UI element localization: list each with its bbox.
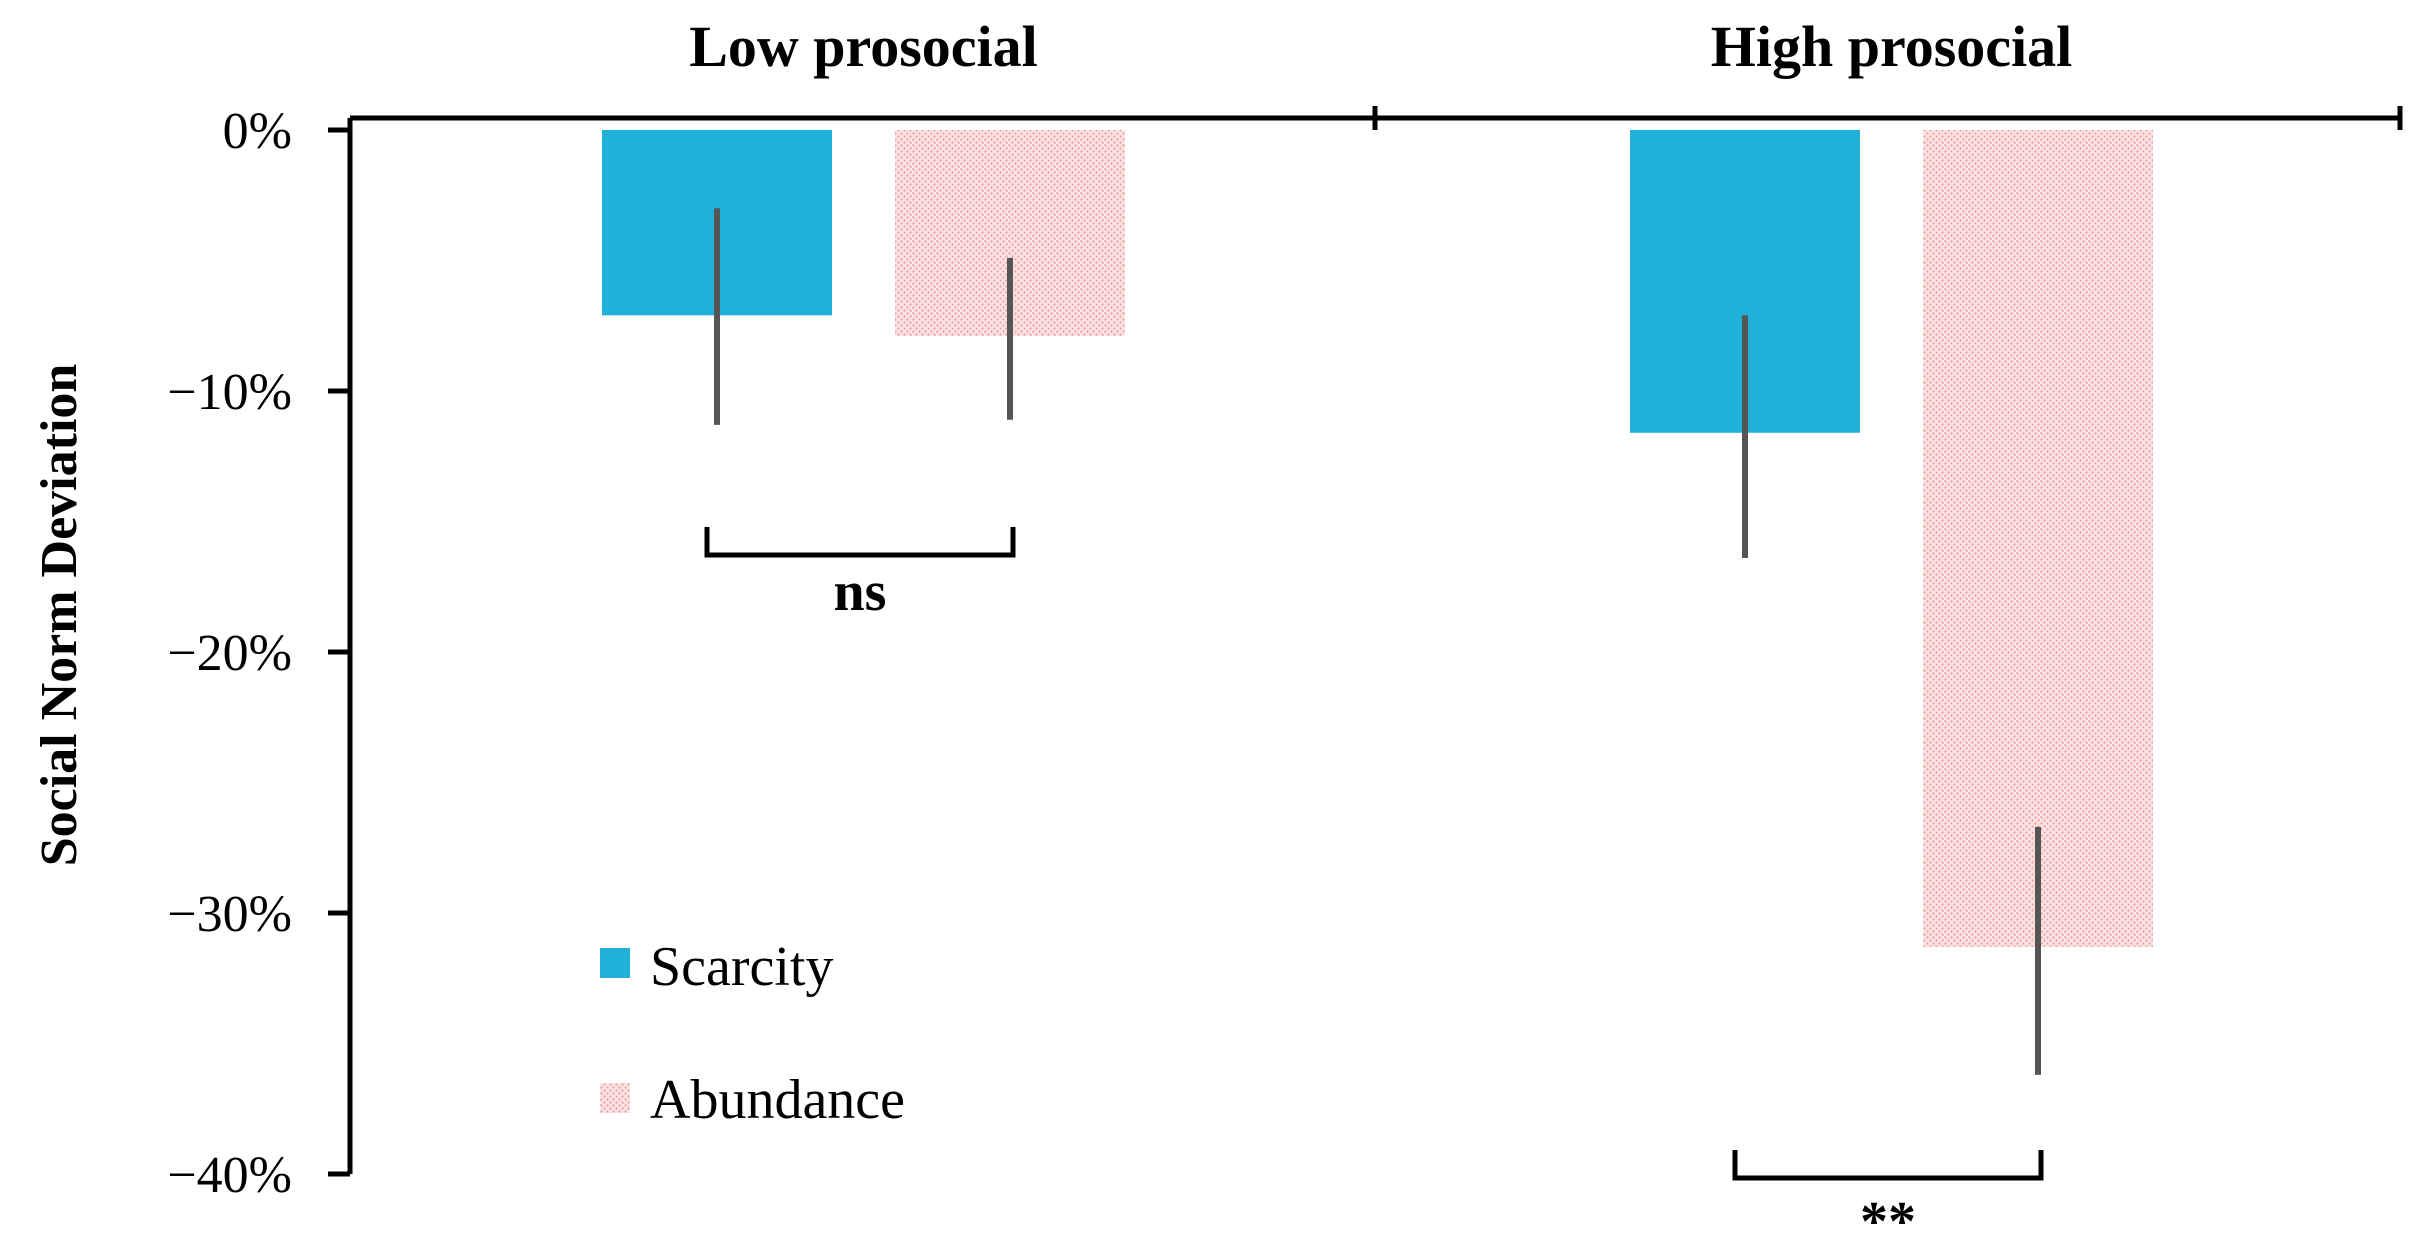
category-label-high-prosocial: High prosocial [1711, 14, 2072, 79]
y-tick-label: −10% [167, 364, 292, 421]
bar-abundance-high [1923, 130, 2153, 947]
category-label-low-prosocial: Low prosocial [689, 14, 1038, 79]
significance-label: ** [1860, 1191, 1916, 1253]
y-tick-label: 0% [223, 103, 292, 160]
y-tick-label: −30% [167, 886, 292, 943]
legend: Scarcity Abundance [600, 936, 905, 1131]
significance-label: ns [834, 561, 887, 623]
significance-bracket [704, 527, 1016, 558]
legend-label-abundance: Abundance [650, 1069, 905, 1131]
y-axis-title: Social Norm Deviation [31, 364, 88, 867]
legend-swatch-abundance [600, 1083, 630, 1113]
significance-bracket [1732, 1150, 2044, 1181]
y-tick-label: −40% [167, 1147, 292, 1204]
legend-swatch-scarcity [600, 948, 630, 978]
y-tick-label: −20% [167, 625, 292, 682]
legend-label-scarcity: Scarcity [650, 936, 833, 998]
